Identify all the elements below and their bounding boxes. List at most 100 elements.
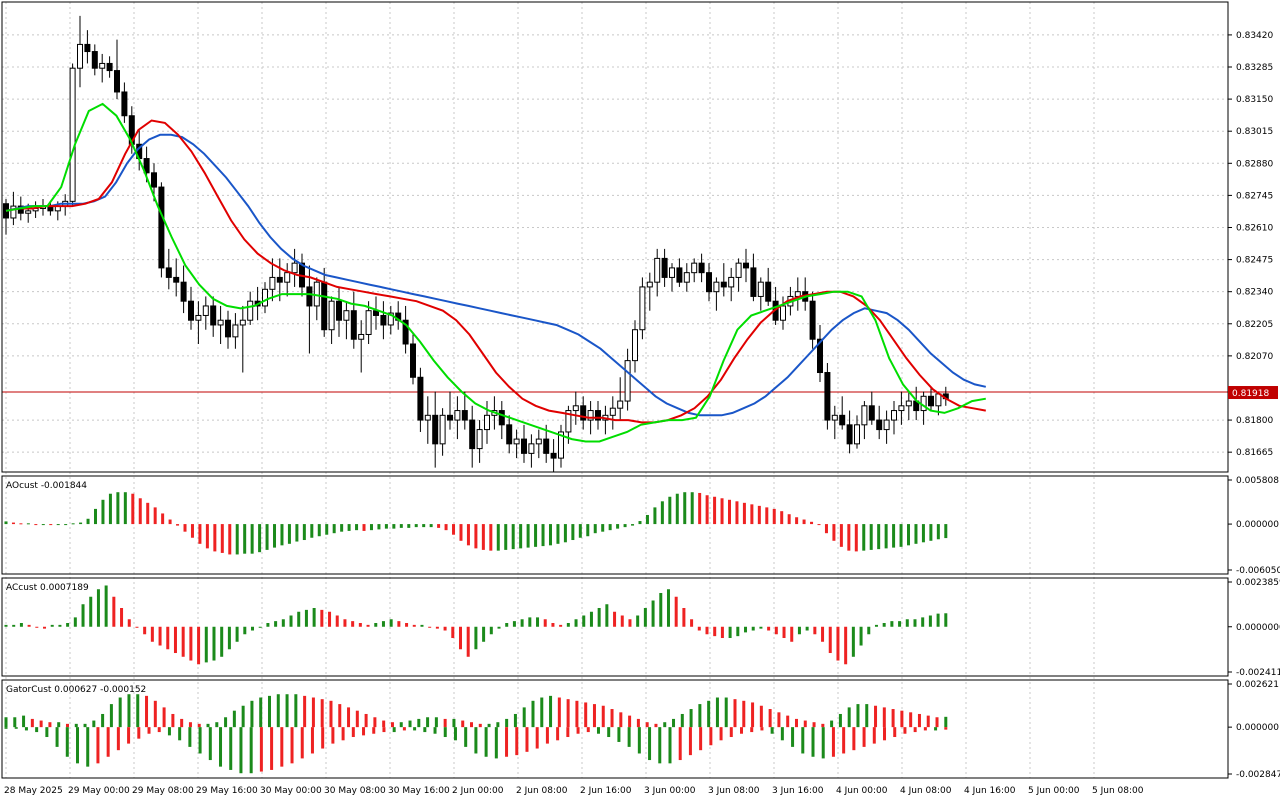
gator-lower-bar	[423, 727, 427, 733]
bear-candle	[402, 319, 409, 345]
bear-candle	[350, 310, 357, 340]
bull-candle	[25, 210, 32, 214]
ao-bar	[727, 499, 731, 525]
ao-bar	[302, 524, 306, 541]
y-tick-label: -0.002847	[1236, 770, 1280, 780]
bear-candle	[165, 267, 172, 278]
bear-candle	[461, 410, 468, 421]
gator-lower-bar	[443, 727, 447, 738]
ac-bar	[928, 615, 932, 627]
gator-lower-bar	[229, 727, 233, 770]
gator-lower-bar	[525, 727, 529, 752]
ac-bar	[767, 626, 771, 631]
gator-upper-bar	[610, 709, 614, 728]
gator-upper-bar	[557, 697, 561, 728]
bull-candle	[587, 410, 594, 421]
ao-bar	[601, 524, 605, 532]
ac-bar	[173, 626, 177, 654]
bull-candle	[891, 410, 897, 421]
ao-bar	[377, 524, 381, 530]
ac-bar	[482, 626, 486, 642]
ac-bar	[728, 626, 732, 639]
ao-bar	[489, 524, 493, 551]
ac-bar	[921, 617, 925, 627]
ao-bar	[273, 524, 277, 548]
ac-bar	[505, 623, 509, 627]
gator-upper-bar	[303, 695, 307, 728]
gator-upper-bar	[162, 707, 166, 728]
gator-upper-bar	[654, 723, 658, 728]
ao-bar	[593, 524, 597, 534]
gator-lower-bar	[331, 727, 335, 744]
gator-upper-bar	[285, 694, 289, 728]
y-tick-label: 0.82745	[1236, 191, 1273, 201]
ac-bar	[659, 592, 663, 627]
gator-upper-bar	[206, 723, 210, 728]
gator-lower-bar	[872, 727, 876, 744]
ac-bar	[589, 611, 593, 627]
gator-upper-bar	[715, 697, 719, 728]
x-tick-label: 4 Jun 00:00	[836, 786, 888, 796]
gator-upper-bar	[505, 718, 509, 728]
ao-bar	[742, 502, 746, 525]
ac-bar	[905, 619, 909, 627]
gator-upper-bar	[663, 722, 667, 728]
bear-candle	[720, 281, 727, 288]
bull-candle	[883, 419, 890, 431]
alligator-lips-line	[5, 102, 986, 443]
ac-bar	[73, 617, 77, 627]
gator-upper-bar	[267, 695, 271, 728]
ao-bar	[847, 524, 851, 551]
bull-candle	[239, 319, 246, 326]
x-tick-label: 2 Jun 08:00	[516, 786, 568, 796]
ac-bar	[636, 615, 640, 627]
ao-bar	[153, 507, 157, 525]
gator-upper-bar	[30, 718, 34, 728]
gator-upper-bar	[742, 700, 746, 728]
ao-bar	[750, 504, 754, 525]
ac-bar	[666, 589, 670, 627]
bull-candle	[565, 410, 572, 433]
gator-upper-bar	[882, 707, 886, 728]
gator-upper-bar	[487, 723, 491, 728]
pane-frame-ao	[1, 475, 1229, 575]
gator-upper-bar	[601, 705, 605, 728]
bull-candle	[476, 429, 483, 450]
bear-candle	[336, 300, 342, 321]
ao-bar	[526, 524, 530, 548]
bear-candle	[876, 419, 883, 431]
gator-upper-bar	[276, 694, 280, 728]
ao-bar	[929, 524, 933, 541]
gator-lower-bar	[310, 727, 314, 754]
ac-bar	[543, 619, 547, 627]
ac-bar	[320, 609, 324, 627]
gator-lower-bar	[923, 727, 927, 731]
bear-candle	[410, 343, 416, 378]
bear-candle	[743, 262, 749, 269]
gator-lower-bar	[167, 727, 171, 736]
gator-lower-bar	[280, 727, 284, 767]
ac-bar	[374, 623, 378, 627]
bull-candle	[898, 405, 905, 412]
gator-upper-bar	[926, 715, 930, 728]
gator-lower-bar	[413, 727, 417, 731]
ao-bar	[79, 522, 83, 525]
bear-candle	[868, 405, 875, 421]
bull-candle	[217, 319, 224, 326]
gator-lower-bar	[617, 727, 621, 742]
ac-bar	[613, 611, 617, 627]
gator-upper-bar	[180, 718, 184, 728]
ao-bar	[49, 524, 53, 526]
ac-bar	[50, 624, 54, 627]
ao-bar	[280, 524, 284, 546]
ao-bar	[892, 524, 896, 548]
bear-candle	[928, 395, 934, 407]
ao-bar	[698, 492, 702, 525]
gator-upper-bar	[434, 717, 438, 728]
gator-upper-bar	[311, 697, 315, 728]
bear-candle	[580, 405, 587, 421]
gator-lower-bar	[178, 727, 182, 741]
gator-lower-bar	[35, 727, 39, 733]
